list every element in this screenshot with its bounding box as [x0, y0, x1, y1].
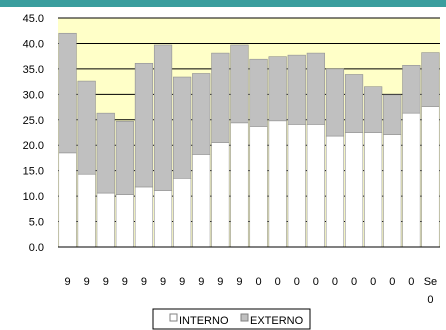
bar-externo	[344, 74, 364, 133]
legend-label: EXTERNO	[250, 315, 304, 327]
bar-externo	[115, 121, 134, 195]
bar-interno	[421, 106, 440, 248]
bar-externo	[230, 44, 249, 124]
bar-externo	[211, 52, 230, 143]
x-tick-label: Se	[424, 276, 437, 288]
bar-externo	[77, 80, 96, 175]
bar-externo	[306, 52, 325, 125]
x-tick-label: 0	[294, 276, 300, 288]
y-tick-label: 30.0	[23, 89, 44, 101]
legend-box	[152, 308, 311, 330]
header-stripe	[0, 0, 446, 7]
bar-externo	[249, 58, 268, 127]
bar-interno	[77, 173, 96, 248]
bar-interno	[306, 124, 325, 248]
bar-externo	[173, 76, 192, 179]
y-tick-label: 25.0	[23, 115, 44, 127]
bar-externo	[58, 32, 77, 154]
x-axis-ticks: 9 9 9 9 9 9 9 9 9 9 0 0 0 0 0 0 0 0 0 Se 0	[64, 276, 437, 306]
x-tick-label: 9	[236, 276, 242, 288]
bar-interno	[58, 152, 77, 248]
bar-interno	[325, 135, 345, 248]
y-tick-label: 5.0	[29, 217, 44, 229]
x-tick-label: 9	[217, 276, 223, 288]
bar-externo	[402, 65, 421, 114]
x-tick-label: 0	[389, 276, 395, 288]
y-tick-label: 15.0	[23, 166, 44, 178]
x-tick-label: 0	[408, 276, 414, 288]
bar-externo	[96, 112, 115, 194]
x-tick-label-line2: 0	[427, 294, 433, 306]
x-tick-label: 9	[84, 276, 90, 288]
bar-externo	[192, 73, 211, 155]
x-tick-label: 9	[64, 276, 70, 288]
bar-interno	[153, 190, 173, 248]
x-tick-label: 0	[370, 276, 376, 288]
x-tick-label: 0	[313, 276, 319, 288]
bar-externo	[383, 94, 402, 135]
legend: INTERNO EXTERNO	[152, 308, 311, 330]
bar-interno	[268, 120, 287, 248]
x-tick-label: 9	[160, 276, 166, 288]
y-tick-label: 20.0	[23, 140, 44, 152]
bar-externo	[153, 44, 173, 191]
x-tick-label: 9	[198, 276, 204, 288]
bar-interno	[287, 124, 306, 248]
y-tick-label: 40.0	[23, 38, 44, 50]
bar-interno	[364, 132, 383, 248]
bar-interno	[173, 178, 192, 248]
plot-area	[58, 18, 440, 247]
bar-interno	[383, 134, 402, 248]
y-axis-ticks: 0.0 5.0 10.0 15.0 20.0 25.0 30.0 35.0 40.0 45.0	[23, 13, 44, 254]
x-tick-label: 0	[275, 276, 281, 288]
y-tick-label: 10.0	[23, 191, 44, 203]
y-tick-label: 45.0	[23, 13, 44, 25]
y-tick-label: 35.0	[23, 64, 44, 76]
bar-externo	[421, 52, 440, 107]
bar-externo	[134, 62, 154, 188]
legend-label: INTERNO	[179, 315, 229, 327]
bar-interno	[402, 112, 421, 248]
bar-externo	[287, 54, 306, 125]
x-tick-label: 9	[179, 276, 185, 288]
bar-interno	[115, 194, 134, 248]
bar-interno	[249, 126, 268, 248]
x-tick-label: 9	[141, 276, 147, 288]
bar-externo	[268, 56, 287, 122]
legend-swatch	[240, 313, 249, 322]
x-tick-label: 0	[255, 276, 261, 288]
bar-interno	[344, 132, 364, 248]
bars	[58, 32, 440, 248]
bar-externo	[364, 86, 383, 133]
bar-interno	[192, 154, 211, 248]
legend-swatch	[169, 313, 178, 322]
y-tick-label: 0.0	[29, 242, 44, 254]
bar-interno	[96, 192, 115, 248]
bar-interno	[134, 186, 154, 248]
bar-interno	[230, 122, 249, 248]
bar-externo	[325, 68, 345, 137]
x-tick-label: 0	[332, 276, 338, 288]
x-tick-label: 0	[351, 276, 357, 288]
bar-interno	[211, 142, 230, 248]
x-tick-label: 9	[103, 276, 109, 288]
x-tick-label: 9	[122, 276, 128, 288]
